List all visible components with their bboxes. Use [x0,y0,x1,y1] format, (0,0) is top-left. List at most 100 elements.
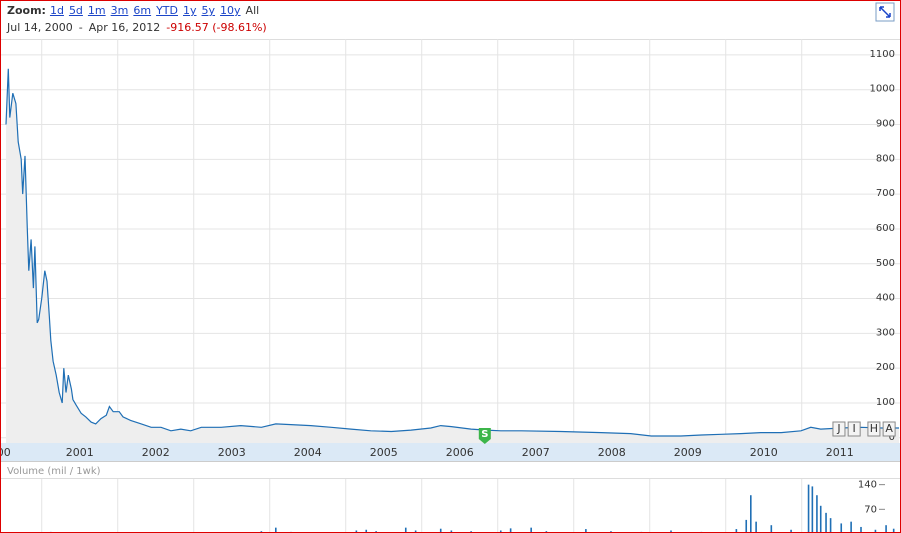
zoom-current: All [245,4,260,17]
volume-bar [840,523,843,532]
y-tick-label: 0 [889,432,895,443]
volume-bar [610,531,612,532]
y-tick-label: 300 [876,327,895,338]
x-tick-label: 00 [1,446,11,459]
y-tick-label: 200 [876,362,895,373]
volume-bar [811,486,814,532]
volume-bar [745,519,748,532]
end-date: Apr 16, 2012 [88,21,161,34]
y-tick-label: 500 [876,258,895,269]
x-tick-label: 2010 [750,446,778,459]
volume-title: Volume (mil / 1wk) [7,466,101,477]
x-tick-label: 2005 [370,446,398,459]
flag-shape [867,421,881,437]
y-tick-label: 140 [858,480,877,491]
x-tick-label: 2002 [142,446,170,459]
volume-bar [414,530,417,532]
volume-bar [260,531,263,532]
x-tick-label: 2001 [66,446,94,459]
volume-bar [790,529,792,532]
navigator-strip [1,443,900,461]
flag-label: J [836,422,840,435]
change: -916.57 (-98.61%) [166,21,267,34]
volume-bar [375,531,377,532]
volume-bar [545,531,548,532]
y-tick-label: 800 [876,153,895,164]
y-tick-label: 1100 [870,49,895,60]
volume-bar [735,529,738,532]
price-line [5,68,899,437]
volume-bar [585,529,587,532]
x-tick-label: 2004 [294,446,322,459]
y-tick-label: 600 [876,223,895,234]
event-flag: A [882,421,896,437]
zoom-link[interactable]: YTD [156,4,178,17]
flag-shape [478,428,491,444]
volume-bar [860,526,862,532]
volume-bar [825,512,827,532]
y-tick-label: 70 [864,504,877,515]
flag-shape [882,421,896,437]
flag-label: S [481,429,488,440]
zoom-label: Zoom: [7,4,46,17]
volume-bar [829,518,832,532]
volume-bar [439,528,442,532]
y-tick-label: 700 [876,188,895,199]
y-tick-label: 900 [876,119,895,130]
zoom-link[interactable]: 3m [110,4,129,17]
volume-bar [770,525,773,532]
x-tick-label: 2007 [522,446,550,459]
start-date: Jul 14, 2000 [7,21,73,34]
zoom-bar: Zoom: 1d 5d 1m 3m 6m YTD 1y 5y 10y All [7,4,259,17]
volume-bar [530,527,532,532]
event-flag: J [832,421,846,437]
volume-bar [450,530,453,532]
volume-bar [670,530,672,532]
x-tick-label: 2011 [826,446,854,459]
flag-label: A [885,422,893,435]
volume-bar [885,525,887,532]
x-tick-label: 2008 [598,446,626,459]
volume-bar [509,528,512,532]
volume-bar [850,521,852,532]
volume-bar [404,527,407,532]
volume-bar [365,529,368,532]
volume-bar [807,484,810,532]
flag-label: H [870,422,878,435]
zoom-link[interactable]: 6m [133,4,152,17]
y-tick-label: 1000 [870,84,895,95]
volume-bar [750,495,752,532]
flag-shape [832,421,846,437]
flag-label: I [853,422,856,435]
event-flag: I [847,421,861,437]
x-tick-label: 2006 [446,446,474,459]
volume-bar [470,531,472,532]
zoom-link[interactable]: 5y [201,4,216,17]
flag-shape [847,421,861,437]
y-tick-label: 100 [876,397,895,408]
zoom-link[interactable]: 5d [68,4,83,17]
range-bar: Jul 14, 2000- Apr 16, 2012 -916.57 (-98.61… [7,21,273,34]
zoom-link[interactable]: 1y [183,4,197,17]
x-tick-label: 2003 [218,446,246,459]
volume-bar [275,527,277,532]
event-flag: H [867,421,881,437]
x-tick-label: 2009 [674,446,702,459]
volume-bar [874,529,877,532]
separator: - [78,21,83,34]
volume-bar [499,530,502,532]
zoom-link[interactable]: 1d [49,4,64,17]
event-flag: S [478,428,491,444]
price-plot-bg [1,39,900,443]
volume-bar [819,505,822,532]
volume-bar [892,528,895,532]
expand-button[interactable] [875,2,895,22]
zoom-link[interactable]: 10y [220,4,241,17]
y-tick-label: 400 [876,293,895,304]
volume-bar [755,521,757,532]
zoom-link[interactable]: 1m [87,4,106,17]
volume-bar [355,530,358,532]
volume-bar [816,495,818,532]
